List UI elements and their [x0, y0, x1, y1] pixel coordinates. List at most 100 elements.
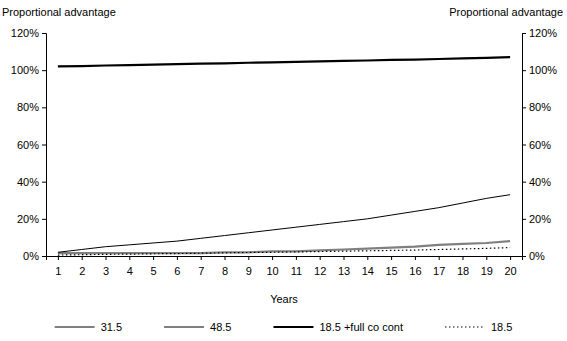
tick-label: 16 [409, 265, 421, 277]
tick-label: 6 [174, 265, 180, 277]
axis-line [523, 34, 527, 257]
tick-mark [296, 256, 297, 260]
tick: 0% [23, 250, 46, 262]
tick: 5 [151, 256, 157, 277]
tick-mark [42, 182, 46, 183]
tick-label: 120% [529, 27, 557, 39]
tick: 18 [457, 256, 469, 277]
tick-label: 14 [362, 265, 374, 277]
legend-swatch [445, 326, 485, 327]
legend-label: 18.5 +full co cont [319, 321, 402, 333]
tick-label: 7 [198, 265, 204, 277]
tick: 19 [481, 256, 493, 277]
tick-mark [415, 256, 416, 260]
line [58, 241, 510, 253]
tick: 40% [17, 176, 46, 188]
tick-mark [58, 256, 59, 260]
tick-label: 40% [17, 176, 39, 188]
tick: 2 [79, 256, 85, 277]
tick-mark [248, 256, 249, 260]
x-axis-title: Years [270, 293, 298, 305]
tick-mark [320, 256, 321, 260]
tick-label: 120% [11, 27, 39, 39]
tick-label: 0% [23, 250, 39, 262]
tick: 60% [522, 139, 551, 151]
y-axis: 0% 20% 40% 60% 80% 100% 120% [11, 27, 47, 262]
tick: 6 [174, 256, 180, 277]
tick: 15 [385, 256, 397, 277]
y-axis-title: Proportional advantage [2, 6, 116, 18]
legend-label: 48.5 [210, 321, 231, 333]
tick-label: 60% [529, 139, 551, 151]
tick: 9 [246, 256, 252, 277]
legend-item: 18.5 [445, 321, 512, 333]
axis-line [47, 257, 523, 261]
tick-label: 5 [151, 265, 157, 277]
tick: 4 [127, 256, 133, 277]
tick-label: 10 [266, 265, 278, 277]
tick-mark [522, 70, 526, 71]
tick-mark [367, 256, 368, 260]
tick-label: 18 [457, 265, 469, 277]
line [58, 195, 510, 253]
tick-mark [463, 256, 464, 260]
legend: 31.5 48.5 18.5 +full co cont 18.5 [55, 321, 513, 333]
tick-mark [272, 256, 273, 260]
legend-item: 31.5 [55, 321, 122, 333]
tick-mark [391, 256, 392, 260]
tick-label: 20% [17, 213, 39, 225]
tick-mark [439, 256, 440, 260]
legend-item: 18.5 +full co cont [273, 321, 402, 333]
legend-swatch [164, 327, 204, 328]
line [58, 57, 510, 66]
tick-mark [486, 256, 487, 260]
tick: 80% [17, 101, 46, 113]
tick: 80% [522, 101, 551, 113]
tick: 100% [522, 64, 557, 76]
tick-label: 12 [314, 265, 326, 277]
plot: 0%20%40%60%80%100%120%0%20%40%60%80%100%… [11, 27, 557, 277]
tick-label: 4 [127, 265, 133, 277]
tick: 1 [55, 256, 61, 277]
tick: 40% [522, 176, 551, 188]
tick-mark [42, 107, 46, 108]
tick-label: 0% [529, 250, 545, 262]
tick: 20 [504, 256, 516, 277]
axis-line [42, 34, 47, 257]
tick-label: 8 [222, 265, 228, 277]
tick-label: 60% [17, 139, 39, 151]
tick: 8 [222, 256, 228, 277]
tick-mark [225, 256, 226, 260]
tick-mark [129, 256, 130, 260]
tick: 14 [362, 256, 374, 277]
tick-label: 19 [481, 265, 493, 277]
tick-label: 9 [246, 265, 252, 277]
tick: 20% [17, 213, 46, 225]
tick-label: 15 [385, 265, 397, 277]
chart: 0%20%40%60%80%100%120%0%20%40%60%80%100%… [0, 0, 567, 341]
tick-label: 40% [529, 176, 551, 188]
legend-label: 18.5 [491, 321, 512, 333]
series-lines [58, 57, 510, 255]
legend-label: 31.5 [101, 321, 122, 333]
tick-mark [42, 145, 46, 146]
tick-mark [522, 182, 526, 183]
tick-label: 13 [338, 265, 350, 277]
tick: 17 [433, 256, 445, 277]
tick-mark [522, 107, 526, 108]
tick-label: 80% [17, 101, 39, 113]
tick-mark [522, 219, 526, 220]
tick: 3 [103, 256, 109, 277]
tick-label: 17 [433, 265, 445, 277]
tick-mark [82, 256, 83, 260]
x-axis: 1234567891011121314151617181920 [47, 256, 523, 277]
tick: 11 [291, 256, 302, 277]
line [58, 248, 510, 255]
tick-label: 100% [529, 64, 557, 76]
tick-mark [153, 256, 154, 260]
tick-label: 20% [529, 213, 551, 225]
legend-swatch [55, 326, 95, 328]
tick: 60% [17, 139, 46, 151]
tick: 100% [11, 64, 46, 76]
tick-mark [42, 219, 46, 220]
